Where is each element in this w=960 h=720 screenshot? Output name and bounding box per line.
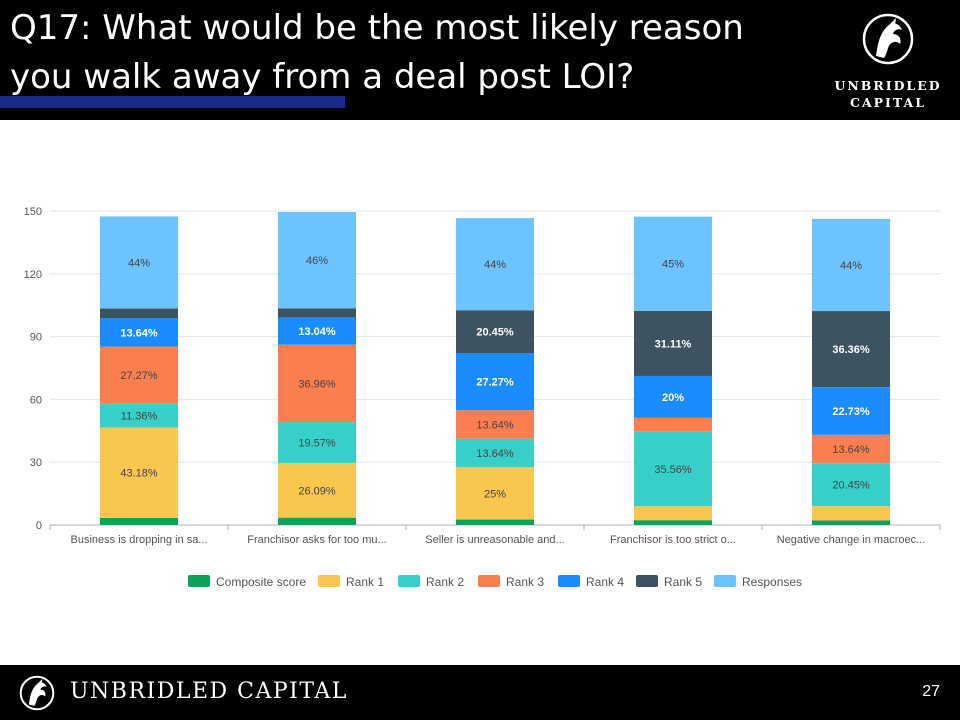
x-tick-label: Seller is unreasonable and...: [425, 534, 564, 546]
bar-segment: [100, 403, 178, 428]
x-tick-label: Negative change in macroec...: [777, 534, 926, 546]
data-label: 26.09%: [298, 485, 336, 497]
legend-label: Rank 4: [586, 575, 624, 589]
bar-segment: [456, 467, 534, 520]
bar-segment: [456, 310, 534, 354]
data-label: 20.45%: [476, 327, 514, 339]
bar-segment: [456, 410, 534, 439]
legend-swatch: [714, 575, 736, 587]
data-label: 44%: [484, 259, 506, 271]
bar-segment: [100, 318, 178, 347]
data-label: 35.56%: [654, 464, 692, 476]
bar-segment: [634, 431, 712, 507]
page-title: Q17: What would be the most likely reaso…: [10, 8, 744, 97]
bar-segment: [812, 520, 890, 525]
data-label: 44%: [128, 257, 150, 269]
legend-label: Responses: [742, 575, 802, 589]
data-label: 13.04%: [298, 326, 336, 338]
legend-label: Rank 1: [346, 575, 384, 589]
bar-segment: [456, 218, 534, 311]
horse-head-icon: [19, 675, 55, 711]
y-tick-label: 60: [30, 394, 42, 406]
data-label: 36.36%: [832, 344, 870, 356]
bar-segment: [278, 422, 356, 464]
legend-swatch: [636, 575, 658, 587]
data-label: 46%: [306, 255, 328, 267]
bar-segment: [278, 308, 356, 318]
logo-text-line1: UNBRIDLED: [834, 78, 942, 93]
bar-segment: [278, 344, 356, 423]
y-tick-label: 120: [24, 269, 42, 281]
bar-segment: [812, 434, 890, 464]
bar-segment: [634, 417, 712, 432]
bar-segment: [456, 519, 534, 525]
bar-segment: [100, 308, 178, 319]
bar-segment: [100, 517, 178, 525]
bar-segment: [278, 212, 356, 309]
data-label: 22.73%: [832, 406, 870, 418]
data-label: 13.64%: [120, 327, 158, 339]
bar-segment: [278, 317, 356, 345]
legend-label: Rank 3: [506, 575, 544, 589]
data-label: 43.18%: [120, 468, 158, 480]
horse-head-icon: [862, 13, 914, 65]
bar-segment: [456, 353, 534, 411]
page-number: 27: [922, 683, 940, 700]
bar-segment: [100, 346, 178, 404]
bar-segment: [812, 506, 890, 521]
data-label: 13.64%: [476, 448, 514, 460]
bar-segment: [634, 216, 712, 311]
bar-segment: [812, 218, 890, 312]
legend-label: Composite score: [216, 575, 306, 589]
data-label: 25%: [484, 488, 506, 500]
x-tick-label: Business is dropping in sa...: [71, 534, 208, 546]
data-label: 27.27%: [120, 370, 158, 382]
bar-segment: [100, 216, 178, 309]
data-label: 20%: [662, 392, 684, 404]
bar-segment: [812, 311, 890, 388]
footer-company-name: UNBRIDLED CAPITAL: [70, 679, 348, 704]
y-tick-label: 90: [30, 332, 42, 344]
data-label: 36.96%: [298, 378, 336, 390]
data-label: 27.27%: [476, 377, 514, 389]
data-label: 19.57%: [298, 438, 336, 450]
legend-label: Rank 2: [426, 575, 464, 589]
x-tick-label: Franchisor asks for too mu...: [247, 534, 386, 546]
x-tick-label: Franchisor is too strict o...: [610, 534, 736, 546]
header: Q17: What would be the most likely reaso…: [0, 0, 960, 120]
bar-segment: [278, 463, 356, 518]
legend-swatch: [188, 575, 210, 587]
data-label: 20.45%: [832, 480, 870, 492]
data-label: 44%: [840, 260, 862, 272]
bar-segment: [100, 427, 178, 518]
data-label: 45%: [662, 259, 684, 271]
y-tick-label: 150: [24, 206, 42, 218]
bar-segment: [812, 463, 890, 507]
y-tick-label: 30: [30, 457, 42, 469]
bar-segment: [634, 375, 712, 418]
bar-segment: [634, 310, 712, 376]
data-label: 31.11%: [655, 338, 692, 350]
bar-segment: [278, 517, 356, 525]
legend-swatch: [558, 575, 580, 587]
legend-swatch: [318, 575, 340, 587]
title-accent-bar: [0, 96, 345, 108]
footer: UNBRIDLED CAPITAL 27: [0, 665, 960, 720]
bar-segment: [812, 387, 890, 435]
legend-label: Rank 5: [664, 575, 702, 589]
y-tick-label: 0: [36, 520, 42, 532]
data-label: 13.64%: [476, 419, 514, 431]
data-label: 13.64%: [832, 444, 870, 456]
legend-swatch: [478, 575, 500, 587]
unbridled-capital-logo: UNBRIDLED CAPITAL: [832, 8, 944, 114]
bar-segment: [456, 438, 534, 468]
bar-segment: [634, 520, 712, 525]
logo-text-line2: CAPITAL: [850, 95, 926, 110]
legend-swatch: [398, 575, 420, 587]
stacked-bar-chart: 0 30 60 90 120 150 Business is dropping in sa.…: [24, 206, 941, 589]
data-label: 11.36%: [121, 411, 158, 423]
bar-segment: [634, 506, 712, 521]
